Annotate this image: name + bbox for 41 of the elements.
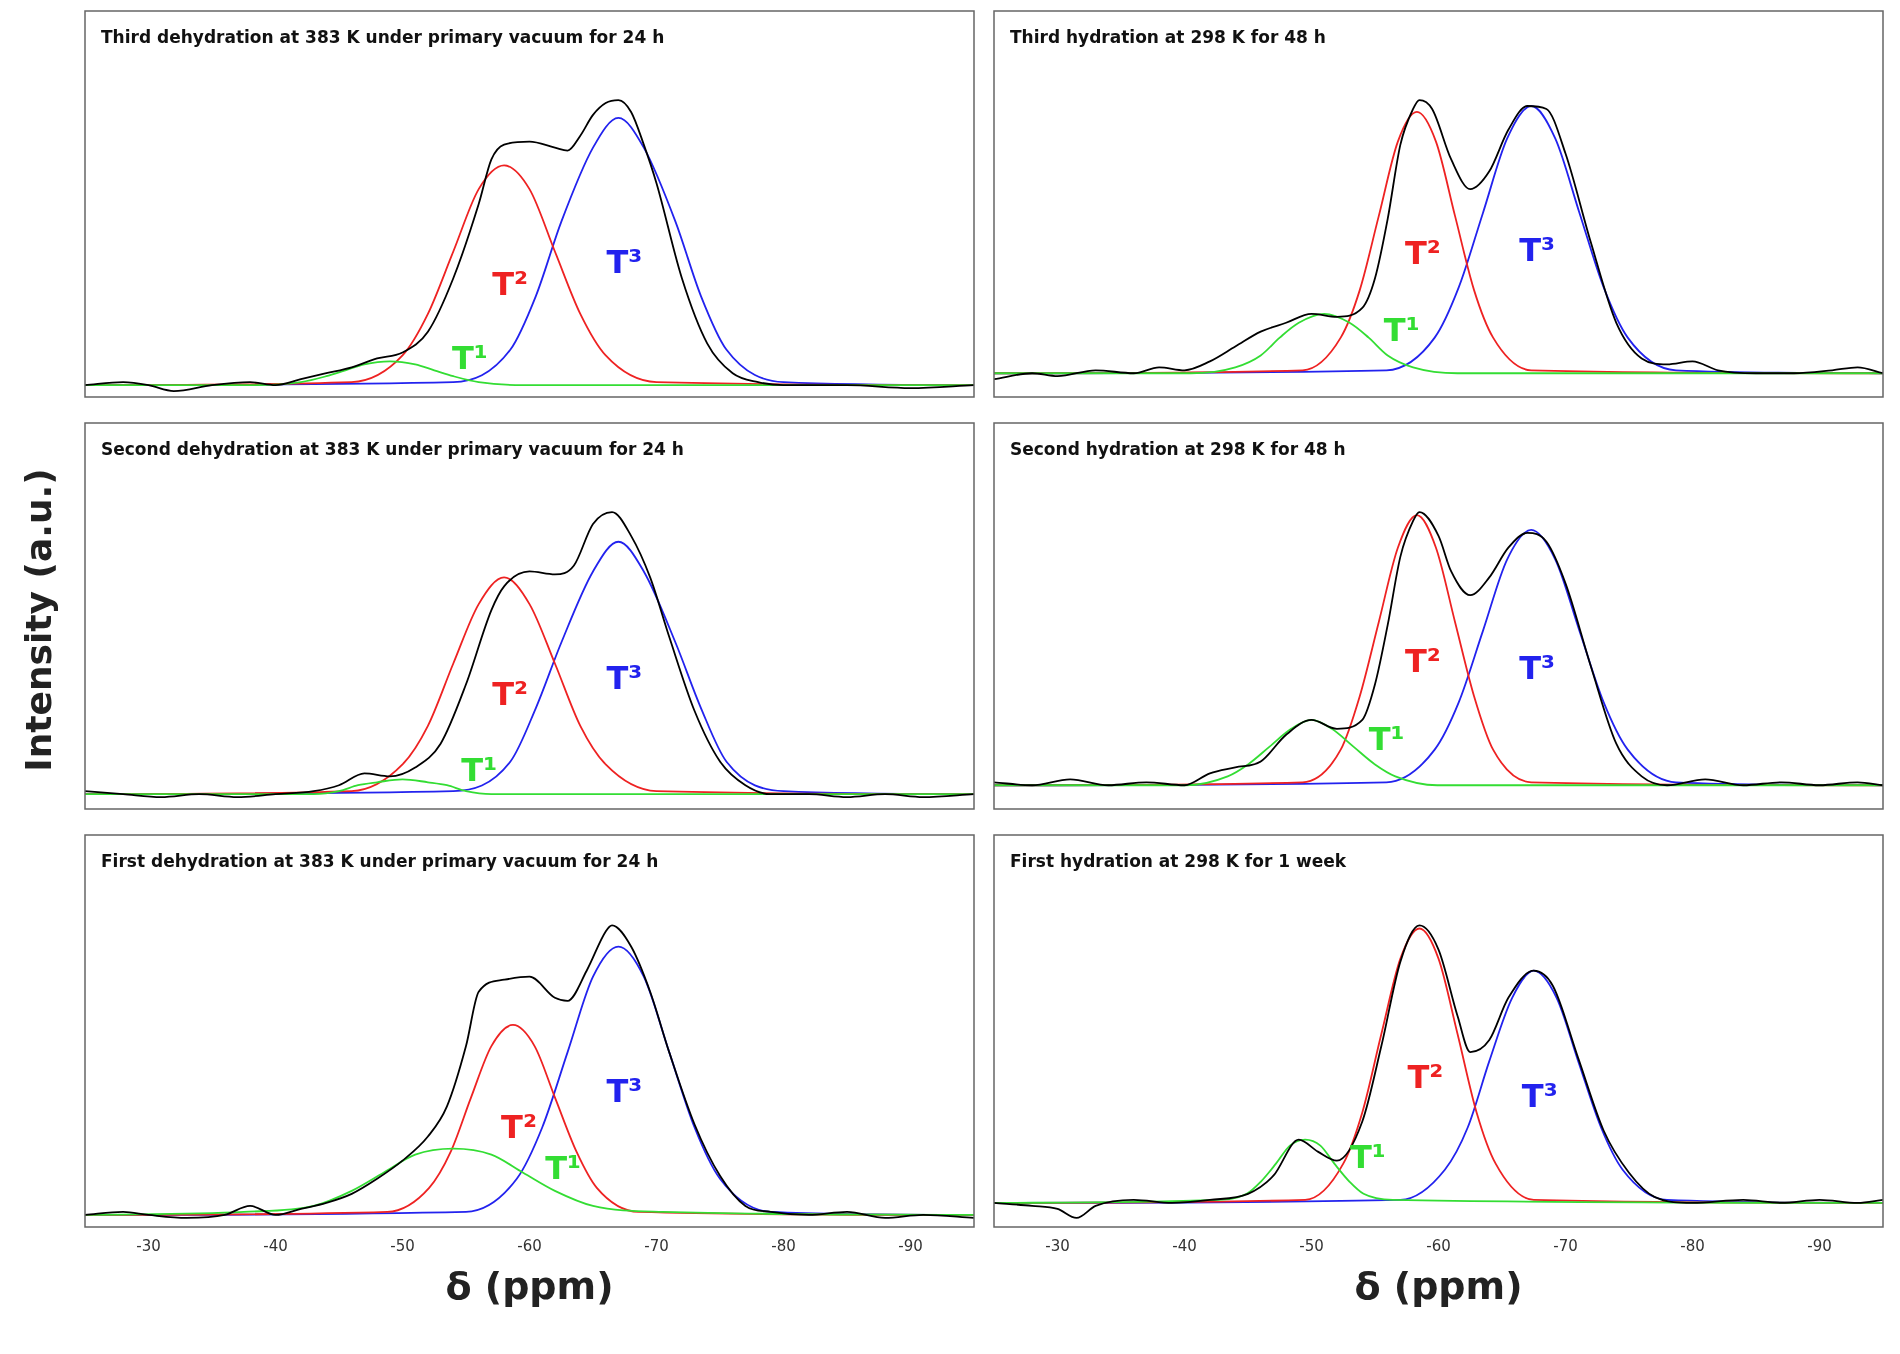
series-label: T¹ [461,751,498,790]
series-label: T² [501,1107,537,1146]
x-axis-title: δ (ppm) [444,1264,615,1308]
series-label: T² [1404,233,1441,272]
series-label: T³ [1521,1076,1558,1115]
series-label: T³ [1519,648,1556,687]
y-axis-title: Intensity (a.u.) [17,468,59,772]
x-tick-label: -70 [644,1236,669,1255]
series-label: T³ [606,243,643,282]
x-tick-label: -50 [390,1236,415,1255]
x-tick-label: -80 [1680,1236,1705,1255]
series-label: T³ [606,658,643,697]
series-label: T¹ [1368,719,1405,758]
x-tick-label: -40 [1172,1236,1197,1255]
chart-title: Third hydration at 298 K for 48 h [1010,27,1326,48]
series-label: T¹ [1383,310,1420,349]
chart-title: Second dehydration at 383 K under primary vacuum for 24 h [101,439,684,460]
series-label: T² [1407,1057,1444,1096]
chart-title: First dehydration at 383 K under primary vacuum for 24 h [101,851,659,872]
series-label: T¹ [1350,1138,1386,1177]
x-axis-title: δ (ppm) [1353,1264,1524,1308]
x-tick-label: -80 [771,1236,796,1255]
series-label: T¹ [451,339,488,378]
x-tick-label: -30 [1045,1236,1070,1255]
series-label: T³ [606,1072,643,1111]
series-label: T² [492,674,529,713]
x-tick-label: -70 [1553,1236,1578,1255]
chart-title: First hydration at 298 K for 1 week [1010,851,1347,872]
x-tick-label: -90 [898,1236,923,1255]
x-tick-label: -30 [136,1236,161,1255]
x-tick-label: -40 [263,1236,288,1255]
series-label: T¹ [545,1148,582,1187]
series-label: T² [492,264,529,303]
chart-title: Second hydration at 298 K for 48 h [1010,439,1346,460]
series-label: T³ [1519,231,1556,270]
x-tick-label: -90 [1807,1236,1832,1255]
x-tick-label: -50 [1299,1236,1324,1255]
series-label: T² [1404,641,1441,680]
x-tick-label: -60 [1426,1236,1451,1255]
x-tick-label: -60 [517,1236,542,1255]
chart-title: Third dehydration at 383 K under primary vacuum for 24 h [101,27,665,48]
